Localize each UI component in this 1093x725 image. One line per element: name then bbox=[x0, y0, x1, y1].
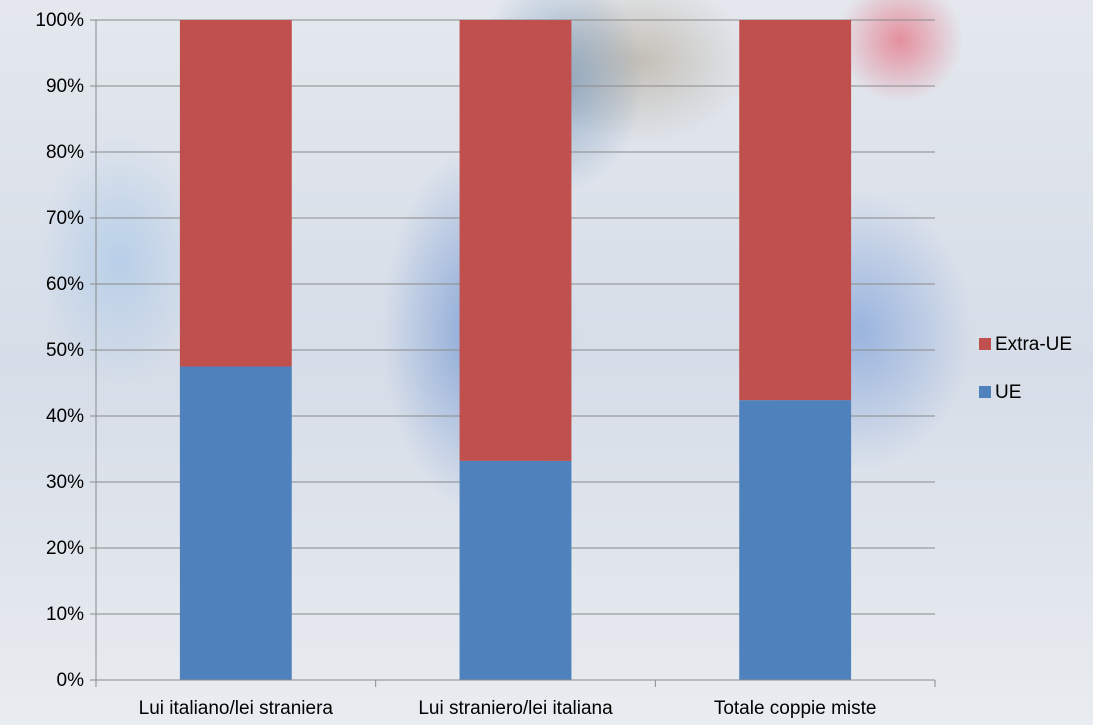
bar-extra-ue-1 bbox=[179, 20, 292, 367]
y-tick-label: 50% bbox=[46, 340, 84, 361]
y-tick-label: 10% bbox=[46, 604, 84, 625]
legend-swatch bbox=[979, 338, 991, 350]
y-tick-label: 30% bbox=[46, 472, 84, 493]
bar-extra-ue-3 bbox=[739, 20, 852, 401]
y-tick-label: 20% bbox=[46, 538, 84, 559]
y-tick-label: 0% bbox=[57, 670, 85, 691]
legend-swatch bbox=[979, 386, 991, 398]
bars bbox=[179, 20, 852, 680]
bar-ue-3 bbox=[739, 400, 852, 680]
x-axis: Lui italiano/lei straniera Lui straniero/… bbox=[95, 679, 936, 719]
y-tick-label: 100% bbox=[35, 10, 84, 31]
legend-label: UE bbox=[995, 382, 1021, 403]
x-category-label: Lui italiano/lei straniera bbox=[139, 698, 334, 719]
x-category-label: Totale coppie miste bbox=[714, 698, 877, 719]
legend-label: Extra-UE bbox=[995, 334, 1072, 355]
y-tick-label: 60% bbox=[46, 274, 84, 295]
y-tick-label: 90% bbox=[46, 76, 84, 97]
y-tick-label: 40% bbox=[46, 406, 84, 427]
bar-extra-ue-2 bbox=[459, 20, 572, 461]
x-category-label: Lui straniero/lei italiana bbox=[418, 698, 613, 719]
bar-ue-2 bbox=[459, 460, 572, 680]
y-tick-label: 70% bbox=[46, 208, 84, 229]
bar-ue-1 bbox=[179, 366, 292, 680]
y-axis-ticks: 0% 10% 20% 30% 40% 50% 60% 70% 80% 90% 100% bbox=[35, 10, 97, 691]
y-tick-label: 80% bbox=[46, 142, 84, 163]
legend: Extra-UE UE bbox=[979, 334, 1072, 403]
